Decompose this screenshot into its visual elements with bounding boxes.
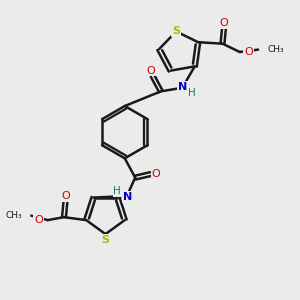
Text: N: N <box>123 192 132 202</box>
Text: N: N <box>178 82 187 92</box>
Text: H: H <box>188 88 196 98</box>
Text: S: S <box>101 235 110 245</box>
Text: H: H <box>113 186 121 196</box>
Text: CH₃: CH₃ <box>5 211 22 220</box>
Text: O: O <box>147 66 155 76</box>
Text: S: S <box>172 26 180 37</box>
Text: O: O <box>34 214 43 224</box>
Text: CH₃: CH₃ <box>268 45 284 54</box>
Text: O: O <box>244 47 253 57</box>
Text: O: O <box>61 191 70 201</box>
Text: O: O <box>220 18 228 28</box>
Text: O: O <box>152 169 160 179</box>
